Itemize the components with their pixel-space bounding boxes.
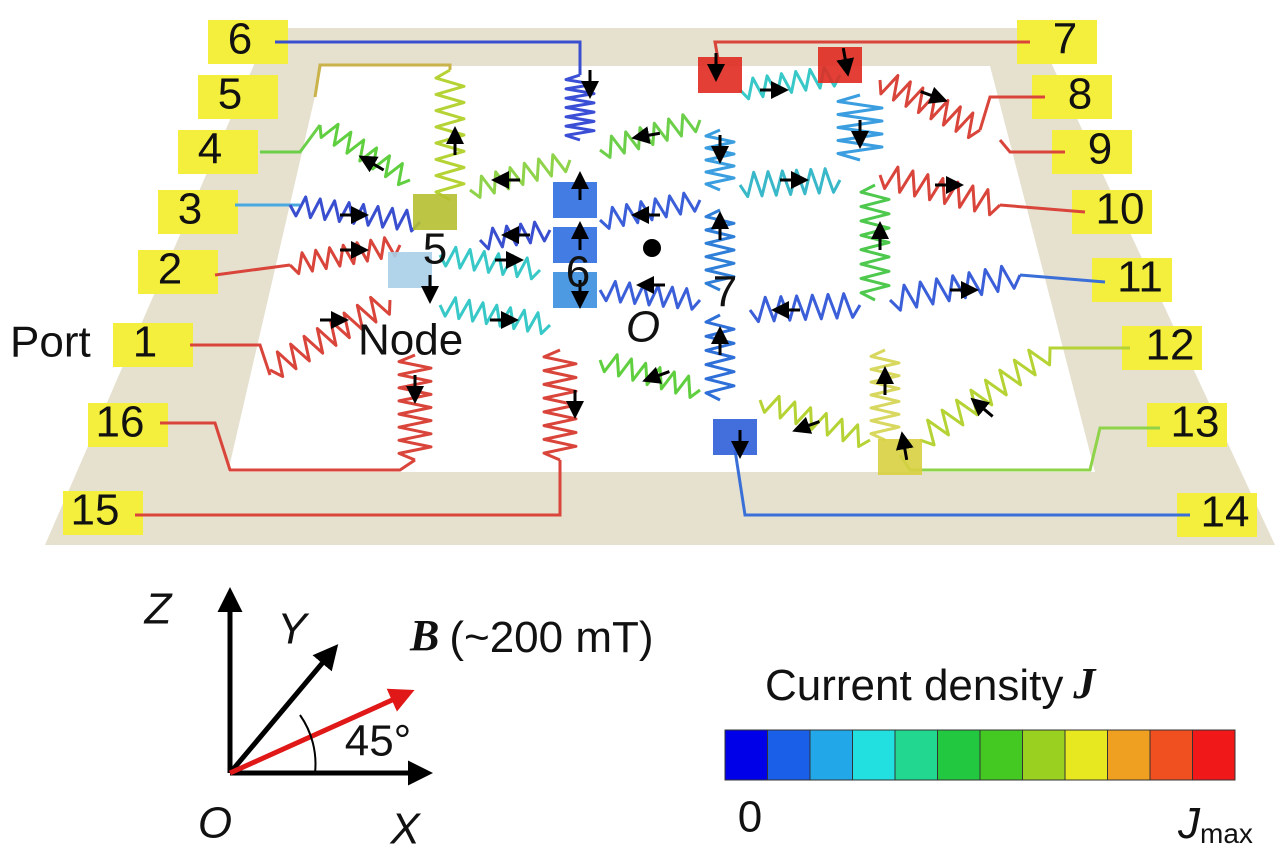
node-label: Node <box>358 316 463 365</box>
colorbar-cell <box>810 730 853 780</box>
coil-block <box>878 439 922 475</box>
colorbar-cell <box>1023 730 1066 780</box>
legend-title-text: Current density <box>765 661 1063 710</box>
colorbar-cell <box>725 730 768 780</box>
port-number: 5 <box>218 70 242 119</box>
port-number: 8 <box>1068 70 1092 119</box>
port-label: Port <box>10 318 91 367</box>
port-number: 11 <box>1117 253 1163 302</box>
colorbar-cell <box>1150 730 1193 780</box>
coil-block <box>818 47 862 83</box>
port-number: 4 <box>198 125 222 174</box>
y-axis <box>230 648 335 773</box>
port-number: 9 <box>1088 125 1112 174</box>
colorbar-cell <box>938 730 981 780</box>
node-number: 6 <box>566 248 590 297</box>
port-number: 1 <box>133 318 157 367</box>
port-number: 14 <box>1201 488 1250 537</box>
port-number: 10 <box>1096 185 1145 234</box>
legend-max-subscript: max <box>1200 818 1253 849</box>
coil-block <box>553 182 597 218</box>
legend-max: Jmax <box>1177 799 1253 850</box>
center-label: O <box>626 303 660 352</box>
angle-label: 45° <box>345 717 412 766</box>
port-number: 6 <box>228 15 252 64</box>
port-number: 13 <box>1171 398 1220 447</box>
field-label: B(~200 mT) <box>409 611 654 662</box>
x-label: X <box>389 805 421 854</box>
colorbar-cell <box>895 730 938 780</box>
node-number: 7 <box>713 268 737 317</box>
colorbar-cell <box>1065 730 1108 780</box>
port-number: 3 <box>178 185 202 234</box>
colorbar-cell <box>853 730 896 780</box>
legend-symbol: J <box>1072 659 1097 708</box>
coil-block <box>713 419 757 455</box>
y-label: Y <box>277 605 309 654</box>
field-symbol: B <box>409 611 439 660</box>
legend-max-symbol: J <box>1177 799 1201 848</box>
colorbar-cell <box>1108 730 1151 780</box>
port-number: 15 <box>71 486 120 535</box>
port-number: 12 <box>1146 321 1195 370</box>
coil-block <box>698 57 742 93</box>
legend-min: 0 <box>738 793 762 842</box>
colorbar-cell <box>768 730 811 780</box>
colorbar-cell <box>980 730 1023 780</box>
colorbar-cell <box>1193 730 1236 780</box>
origin-label: O <box>198 799 232 848</box>
angle-arc <box>300 715 315 773</box>
center-dot <box>643 239 661 257</box>
field-magnitude: (~200 mT) <box>449 613 653 662</box>
figure: Port Node 5 6 7 O 6 5 4 3 21 16 15 7 8 9 10 11 12 13 1… <box>0 0 1287 857</box>
board-window <box>228 66 1095 472</box>
port-number: 2 <box>158 245 182 294</box>
z-label: Z <box>144 585 174 634</box>
axes: Z Y X O 45° B(~200 mT) <box>144 585 654 854</box>
port-number: 7 <box>1053 15 1077 64</box>
node-number: 5 <box>423 225 447 274</box>
port-number: 16 <box>96 398 145 447</box>
